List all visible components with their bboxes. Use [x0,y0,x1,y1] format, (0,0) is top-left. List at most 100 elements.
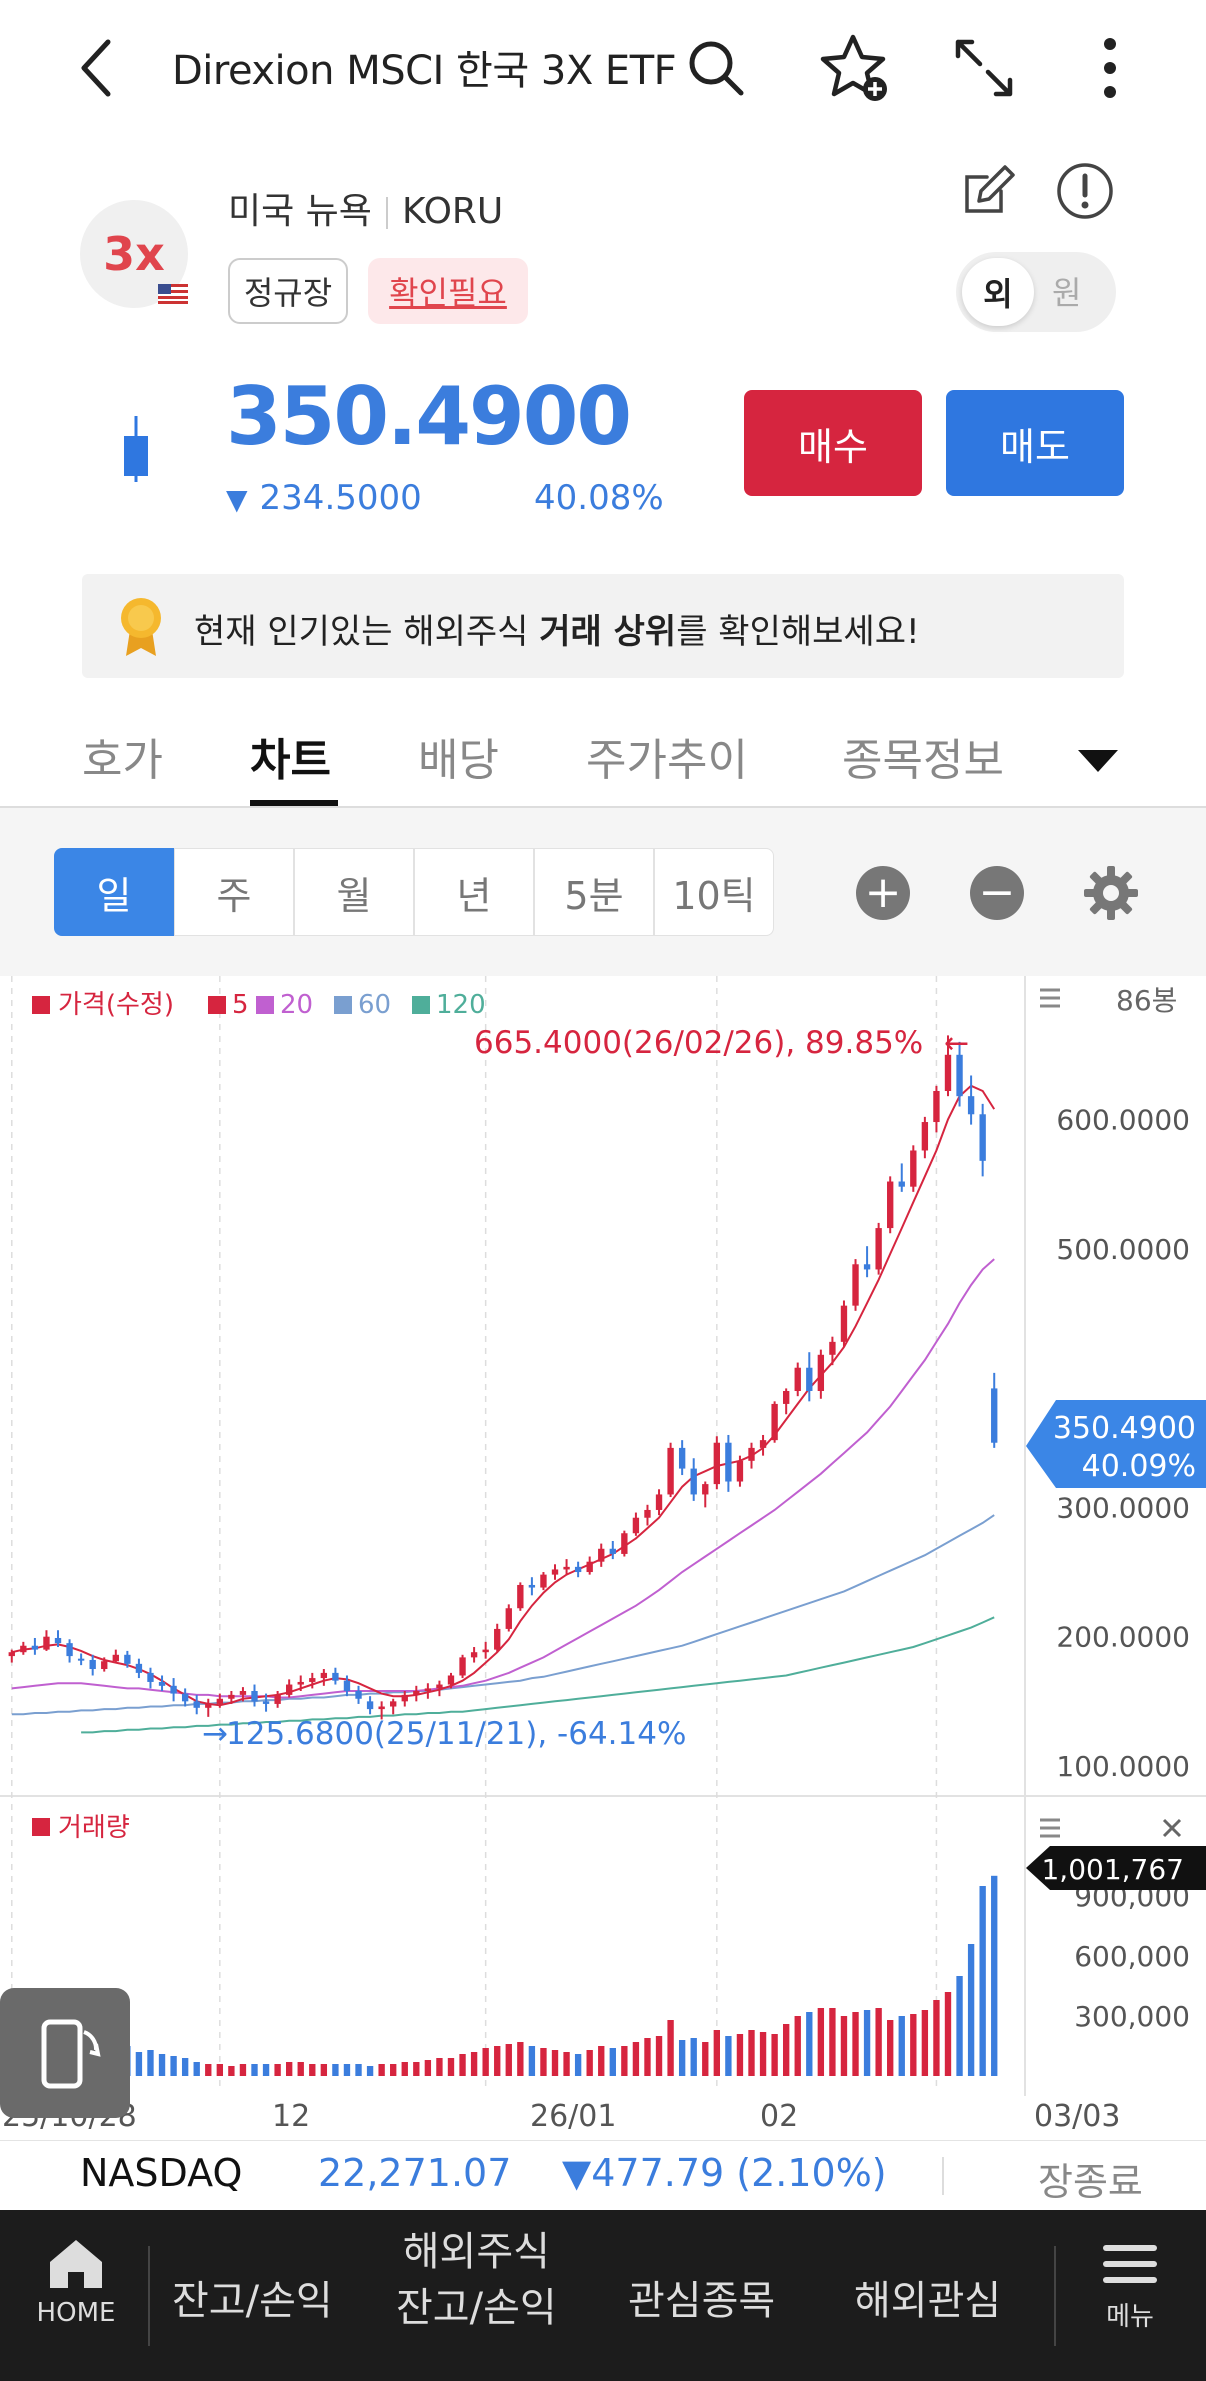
back-icon[interactable] [66,36,126,100]
candle [181,1693,189,1702]
currency-won[interactable]: 원 [1052,274,1082,312]
sell-button[interactable]: 매도 [946,390,1124,496]
tab-orderbook[interactable]: 호가 [82,735,163,786]
volume-bar [528,2046,536,2076]
us-flag-icon [158,284,188,304]
volume-bar [343,2064,351,2076]
candle [378,1706,385,1710]
volume-bar [366,2066,374,2076]
mini-candle-icon [116,414,156,484]
floating-rotate-button[interactable] [0,1988,130,2118]
candle [517,1584,524,1609]
candle [366,1701,374,1710]
period-5min[interactable]: 5분 [534,848,654,936]
volume-bar [725,2036,732,2076]
info-icon[interactable] [1054,160,1116,222]
volume-bar [390,2064,397,2076]
candle [840,1305,848,1342]
volume-bar [181,2058,189,2076]
volume-bar [667,2020,674,2076]
candle [794,1367,801,1391]
volume-bar [563,2052,570,2076]
tab-chart[interactable]: 차트 [250,735,331,786]
period-10tick[interactable]: 10틱 [654,848,774,936]
buy-button[interactable]: 매수 [744,390,922,496]
candle [239,1691,247,1695]
chart-options-icon[interactable] [1040,988,1060,1008]
candle [782,1391,790,1404]
candle [921,1122,929,1151]
nav-overseas-watch[interactable]: 해외관심 [854,2278,1002,2324]
period-year[interactable]: 년 [414,848,534,936]
candle [736,1460,744,1482]
volume-bar [158,2054,166,2076]
period-week[interactable]: 주 [174,848,294,936]
edit-icon[interactable] [960,160,1020,220]
volume-bar [933,2000,940,2076]
high-annotation: 665.4000(26/02/26), 89.85% [474,1025,923,1061]
candle [863,1264,871,1270]
high-arrow-icon: ← [944,1026,969,1061]
candle [609,1548,616,1554]
tab-stock-info[interactable]: 종목정보 [842,735,1004,786]
candle [586,1561,593,1573]
nav-menu[interactable]: 메뉴 [1090,2238,1170,2358]
candle [147,1672,154,1682]
price-chart[interactable]: 600.0000 500.0000 300.0000 200.0000 100.0000… [0,976,1206,2140]
candle [829,1341,836,1355]
volume-bar [401,2062,408,2076]
expand-icon[interactable] [952,36,1016,100]
index-bar[interactable]: NASDAQ 22,271.07 ▼477.79 (2.10%) 장종료 [0,2140,1206,2210]
tabs-dropdown-icon[interactable] [1076,748,1120,778]
currency-foreign[interactable]: 외 [962,258,1034,326]
search-icon[interactable] [684,36,748,100]
volume-bar [540,2048,547,2076]
volume-bar [967,1944,975,2076]
period-day[interactable]: 일 [54,848,174,936]
zoom-out-icon[interactable]: − [970,866,1024,920]
candle [655,1494,663,1510]
tab-bar: 호가 차트 배당 주가추이 종목정보 [0,716,1206,808]
period-month[interactable]: 월 [294,848,414,936]
volume-bar [598,2046,605,2076]
promo-banner[interactable]: 현재 인기있는 해외주식 거래 상위를 확인해보세요! [82,574,1124,678]
zoom-in-icon[interactable]: + [856,866,910,920]
tab-price-trend[interactable]: 주가추이 [586,735,748,786]
candle [806,1367,813,1391]
volume-bar [574,2054,582,2076]
volume-bar [759,2032,767,2076]
candle [228,1694,235,1699]
volume-bar [459,2054,466,2076]
volume-bar [482,2048,489,2076]
check-required-tag[interactable]: 확인필요 [368,258,528,324]
volume-tick-label: 300,000 [1074,2000,1190,2033]
hamburger-icon [1103,2245,1157,2283]
volume-bar [228,2066,235,2076]
price-change: ▼ 234.5000 [226,478,422,518]
candle [297,1681,304,1685]
y-tick-label: 200.0000 [1056,1621,1190,1654]
candle [413,1691,420,1695]
candle [898,1181,905,1187]
settings-gear-icon[interactable] [1082,864,1140,926]
ma120-line [81,1616,995,1734]
nav-balance[interactable]: 잔고/손익 [172,2278,333,2324]
market-ticker: 미국 뉴욕 KORU [228,182,503,234]
nav-overseas-balance[interactable]: 해외주식 잔고/손익 [396,2229,557,2331]
volume-close-icon[interactable] [1162,1818,1182,1838]
favorite-add-icon[interactable] [818,30,894,106]
volume-bar [424,2060,432,2076]
y-tick-label: 300.0000 [1056,1491,1190,1524]
legend-ma120: 120 [436,990,486,1020]
volume-options-icon[interactable] [1040,1818,1060,1838]
more-icon[interactable] [1090,36,1130,100]
current-price-flag [1026,1400,1206,1488]
volume-bar [285,2062,293,2076]
volume-bar [251,2064,258,2076]
tab-dividend[interactable]: 배당 [418,735,499,786]
nav-watchlist[interactable]: 관심종목 [628,2278,776,2324]
currency-toggle[interactable]: 외 원 [956,252,1116,332]
volume-bar [551,2050,559,2076]
current-pct-label: 40.09% [1082,1449,1196,1484]
nav-home[interactable]: HOME [36,2234,116,2354]
